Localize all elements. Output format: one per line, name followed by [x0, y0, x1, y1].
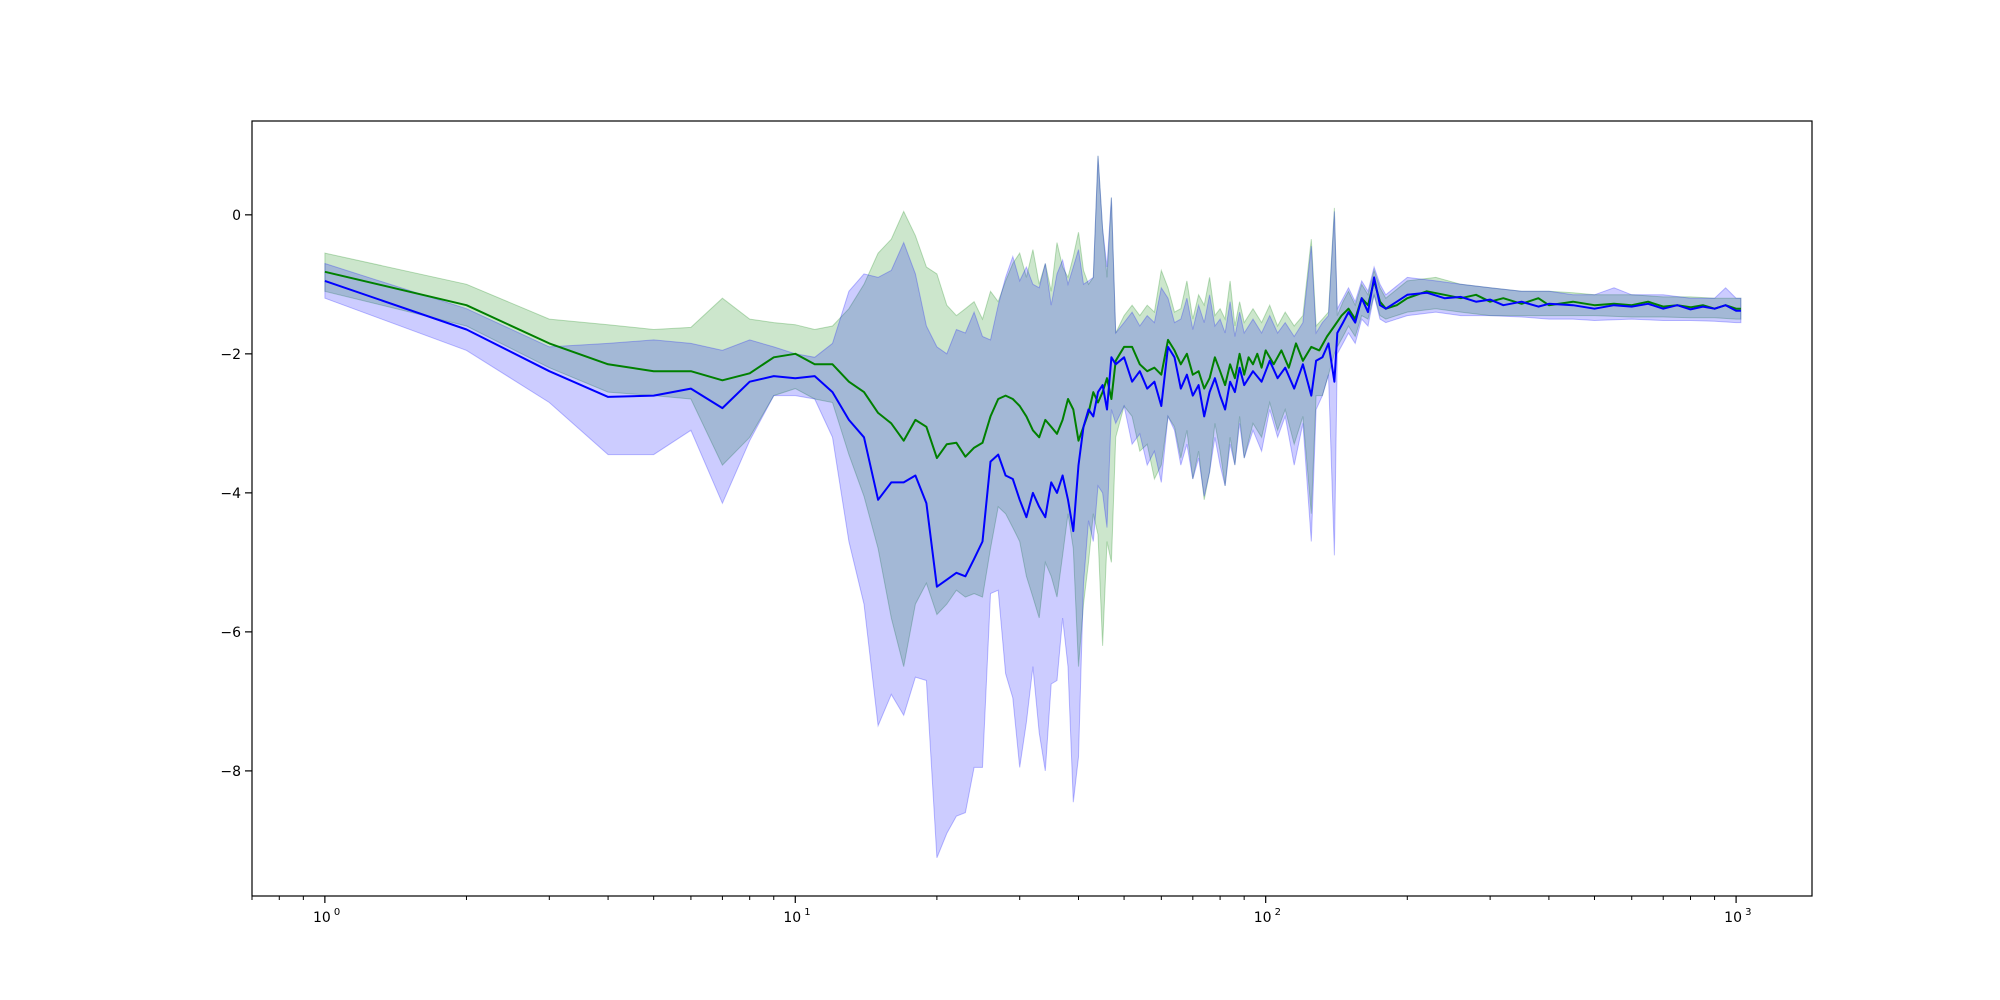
series-1-band: [324, 155, 1742, 667]
plot-frame: [251, 120, 1813, 897]
confidence-bands: [324, 155, 1742, 858]
x-tick-exponent: 3: [1745, 907, 1751, 918]
y-tick-label: −6: [220, 625, 241, 641]
x-tick-label: 10: [1254, 910, 1272, 926]
y-tick-label: −8: [220, 764, 241, 780]
y-axis-ticks: 0 −2 −4 −6 −8: [220, 208, 252, 780]
series-2-line: [324, 276, 1741, 588]
series-lines: [324, 270, 1741, 588]
x-axis-ticks: 10 0 10 1 10 2 10 3: [251, 896, 1751, 926]
x-tick-exponent: 0: [334, 907, 340, 918]
x-tick-label: 10: [1724, 910, 1742, 926]
x-tick-label: 10: [313, 910, 331, 926]
y-tick-label: −2: [220, 347, 241, 363]
x-tick-label: 10: [783, 910, 801, 926]
x-tick-exponent: 2: [1275, 907, 1281, 918]
series-2-band: [324, 155, 1742, 858]
x-tick-exponent: 1: [804, 907, 810, 918]
y-tick-label: −4: [220, 486, 241, 502]
y-tick-label: 0: [232, 208, 241, 224]
